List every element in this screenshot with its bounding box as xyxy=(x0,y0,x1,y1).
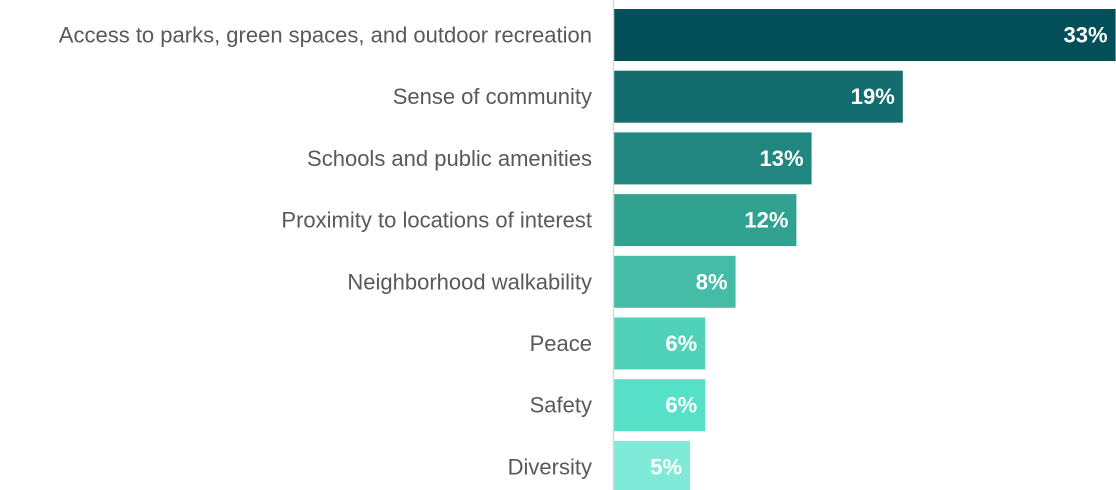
value-label: 33% xyxy=(1064,23,1108,48)
category-labels-group: Access to parks, green spaces, and outdo… xyxy=(59,23,592,480)
bar-7 xyxy=(614,379,706,432)
value-label: 8% xyxy=(696,269,728,294)
bar-6 xyxy=(614,317,706,370)
value-label: 12% xyxy=(744,208,788,233)
bar-2 xyxy=(614,70,903,123)
category-label: Safety xyxy=(530,393,592,418)
bar-4 xyxy=(614,194,797,247)
bar-3 xyxy=(614,132,812,185)
category-label: Proximity to locations of interest xyxy=(281,208,592,233)
category-label: Sense of community xyxy=(393,84,592,109)
value-label: 13% xyxy=(760,146,804,171)
category-label: Diversity xyxy=(508,454,592,479)
bars-group xyxy=(614,9,1116,490)
bar-5 xyxy=(614,255,736,308)
bar-1 xyxy=(614,9,1116,61)
category-label: Schools and public amenities xyxy=(307,146,592,171)
category-label: Neighborhood walkability xyxy=(347,269,592,294)
value-label: 5% xyxy=(650,454,682,479)
value-label: 19% xyxy=(851,84,895,109)
bar-8 xyxy=(614,440,690,490)
value-label: 6% xyxy=(665,331,697,356)
category-label: Peace xyxy=(530,331,592,356)
value-labels-group: 33% 19% 13% 12% 8% 6% 6% 5% xyxy=(650,23,1107,480)
value-label: 6% xyxy=(665,393,697,418)
category-label: Access to parks, green spaces, and outdo… xyxy=(59,23,592,48)
